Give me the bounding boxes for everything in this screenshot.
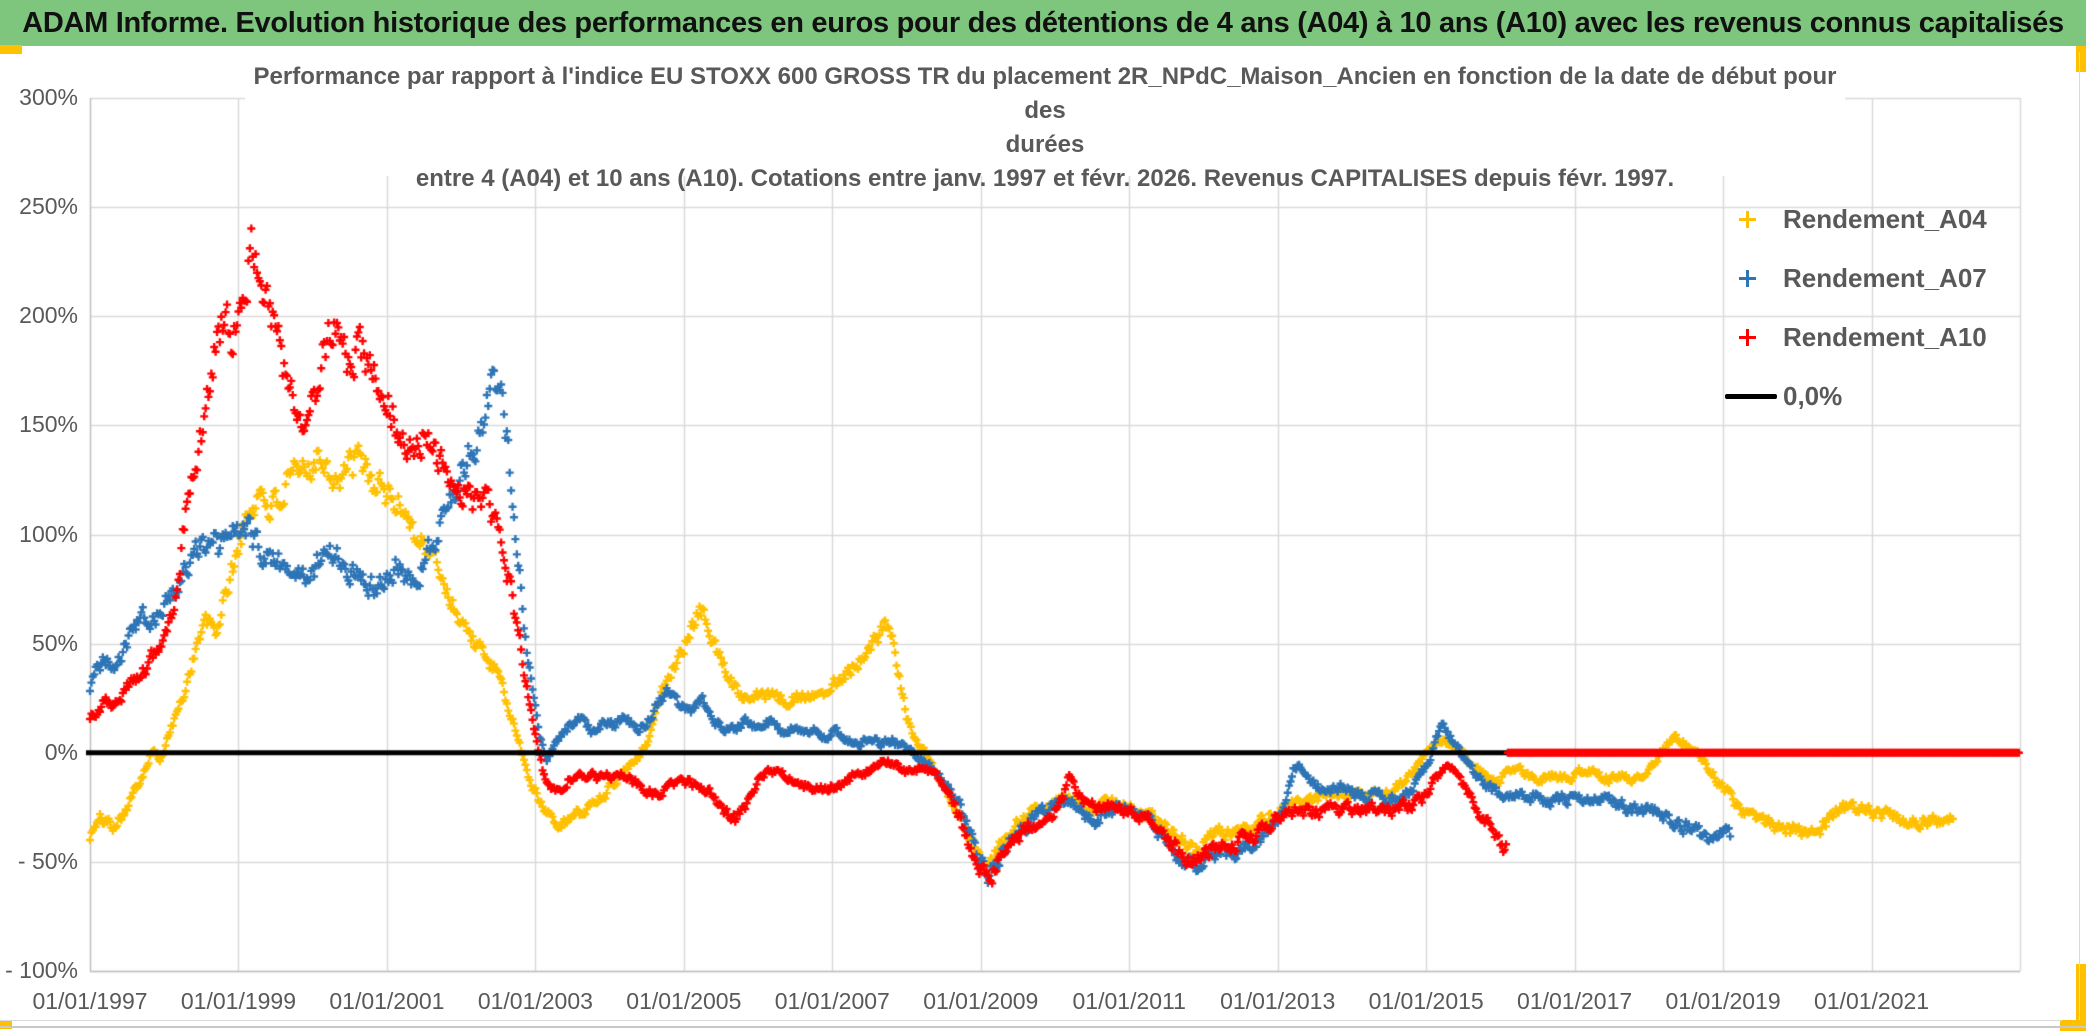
x-tick-label: 01/01/2009 [923, 988, 1039, 1014]
y-tick-label: - 100% [5, 957, 78, 983]
x-tick-label: 01/01/2019 [1665, 988, 1781, 1014]
gold-accent-bottom-right [2060, 1020, 2086, 1031]
slide-bottom-edge [0, 1026, 2086, 1028]
x-tick-label: 01/01/1999 [180, 988, 297, 1014]
gold-accent-right-bottom [2076, 964, 2086, 1031]
chart-title-line-2: durées [1005, 131, 1085, 158]
y-tick-label: 200% [19, 302, 78, 329]
chart-title: Performance par rapport à l'indice EU ST… [245, 60, 1845, 192]
chart-title-line-1: Performance par rapport à l'indice EU ST… [253, 63, 1837, 124]
y-tick-label: 250% [19, 193, 78, 220]
x-tick-label: 01/01/2021 [1813, 988, 1930, 1014]
legend-label: Rendement_A07 [1783, 263, 1987, 293]
legend-label: 0,0% [1783, 381, 1843, 411]
x-tick-label: 01/01/2003 [477, 988, 593, 1014]
legend-label: Rendement_A10 [1783, 322, 1987, 352]
gold-accent-bottom-left [0, 1020, 12, 1029]
plus-marker-icon-a10 [1725, 328, 1779, 348]
legend-item-rendement-a04: Rendement_A04 [1725, 190, 2025, 249]
y-tick-label: 0% [44, 738, 78, 765]
plus-marker-icon-a04 [1725, 210, 1779, 230]
x-tick-label: 01/01/2015 [1368, 988, 1484, 1014]
plus-marker-icon-a07 [1725, 269, 1779, 289]
y-tick-label: 300% [19, 84, 78, 110]
legend-item-rendement-a07: Rendement_A07 [1725, 249, 2025, 308]
x-tick-label: 01/01/1997 [32, 988, 148, 1014]
x-tick-label: 01/01/2011 [1072, 988, 1186, 1014]
x-tick-label: 01/01/2017 [1517, 988, 1633, 1014]
y-tick-label: 100% [19, 520, 78, 547]
chart-title-line-3: entre 4 (A04) et 10 ans (A10). Cotations… [415, 165, 1675, 192]
zero-line-swatch-icon [1725, 387, 1779, 407]
x-tick-label: 01/01/2007 [774, 988, 890, 1014]
chart-frame-right-border [2079, 52, 2080, 1020]
legend-item-zero-line: 0,0% [1725, 367, 2025, 426]
legend-label: Rendement_A04 [1783, 204, 1987, 234]
x-tick-label: 01/01/2013 [1220, 988, 1336, 1014]
gold-accent-top-right [2076, 46, 2086, 72]
chart-frame-bottom-border [0, 1020, 2062, 1021]
y-tick-label: 50% [31, 629, 78, 656]
legend-item-rendement-a10: Rendement_A10 [1725, 308, 2025, 367]
gold-accent-top-left [0, 45, 22, 54]
chart-legend: Rendement_A04 Rendement_A07 Rendement_A1… [1725, 190, 2025, 426]
y-tick-label: - 50% [17, 847, 78, 874]
y-tick-label: 150% [19, 411, 78, 438]
x-tick-label: 01/01/2001 [329, 988, 445, 1014]
x-tick-label: 01/01/2005 [626, 988, 742, 1014]
